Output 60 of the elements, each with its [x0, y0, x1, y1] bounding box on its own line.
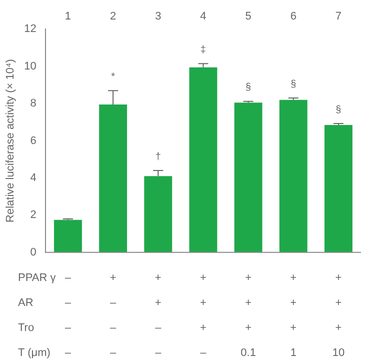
y-tick-label: 4: [30, 172, 36, 184]
annotation: §: [290, 78, 296, 90]
y-axis-title: Relative luciferase activity (× 10⁴): [4, 59, 17, 222]
annotation: *: [111, 71, 116, 82]
y-tick-label: 10: [24, 60, 36, 72]
text: 1: [290, 347, 296, 359]
text: +: [335, 297, 342, 309]
bar: [189, 67, 218, 252]
text: –: [64, 347, 72, 359]
annotation: §: [336, 104, 342, 116]
text: 0.1: [240, 347, 256, 359]
text: +: [335, 272, 342, 284]
text: +: [290, 322, 297, 334]
text: –: [64, 297, 72, 309]
bar: [54, 220, 82, 252]
text: +: [290, 297, 297, 309]
x-tick-label: 6: [290, 10, 296, 23]
text: +: [200, 272, 206, 284]
text: +: [245, 297, 252, 309]
x-tick-label: 7: [335, 10, 342, 23]
annotation: §: [246, 82, 252, 94]
y-tick-label: 6: [30, 134, 36, 147]
y-tick-label: 8: [30, 98, 36, 110]
bar: [324, 124, 352, 252]
text: +: [290, 272, 297, 284]
text: –: [155, 322, 162, 334]
text: +: [154, 272, 162, 284]
text: +: [200, 322, 206, 334]
x-tick-label: 5: [245, 10, 252, 23]
text: –: [64, 322, 72, 334]
text: –: [110, 347, 116, 359]
y-tick-label: 12: [24, 23, 36, 36]
text: +: [245, 272, 252, 284]
text: –: [64, 272, 72, 284]
text: –: [200, 347, 206, 359]
bar: [279, 100, 308, 252]
text: +: [154, 297, 162, 309]
text: Tro: [18, 322, 34, 334]
text: +: [110, 272, 116, 284]
annotation: †: [155, 151, 161, 162]
text: 10: [332, 347, 345, 359]
text: +: [245, 322, 252, 334]
x-tick-label: 4: [200, 10, 206, 23]
y-tick-label: 0: [30, 246, 36, 258]
bar: [99, 104, 128, 252]
x-tick-label: 2: [110, 10, 116, 23]
text: +: [200, 297, 206, 309]
x-tick-label: 1: [64, 10, 72, 23]
annotation: ‡: [200, 44, 206, 56]
text: +: [335, 322, 342, 334]
bar: [144, 176, 172, 252]
text: AR: [18, 297, 34, 309]
y-tick-label: 2: [30, 209, 36, 222]
text: PPAR γ: [18, 272, 56, 284]
text: –: [155, 347, 162, 359]
text: –: [110, 297, 116, 309]
x-tick-label: 3: [155, 10, 162, 23]
text: T (μm): [18, 347, 50, 359]
text: –: [110, 322, 116, 334]
bar: [234, 102, 262, 252]
